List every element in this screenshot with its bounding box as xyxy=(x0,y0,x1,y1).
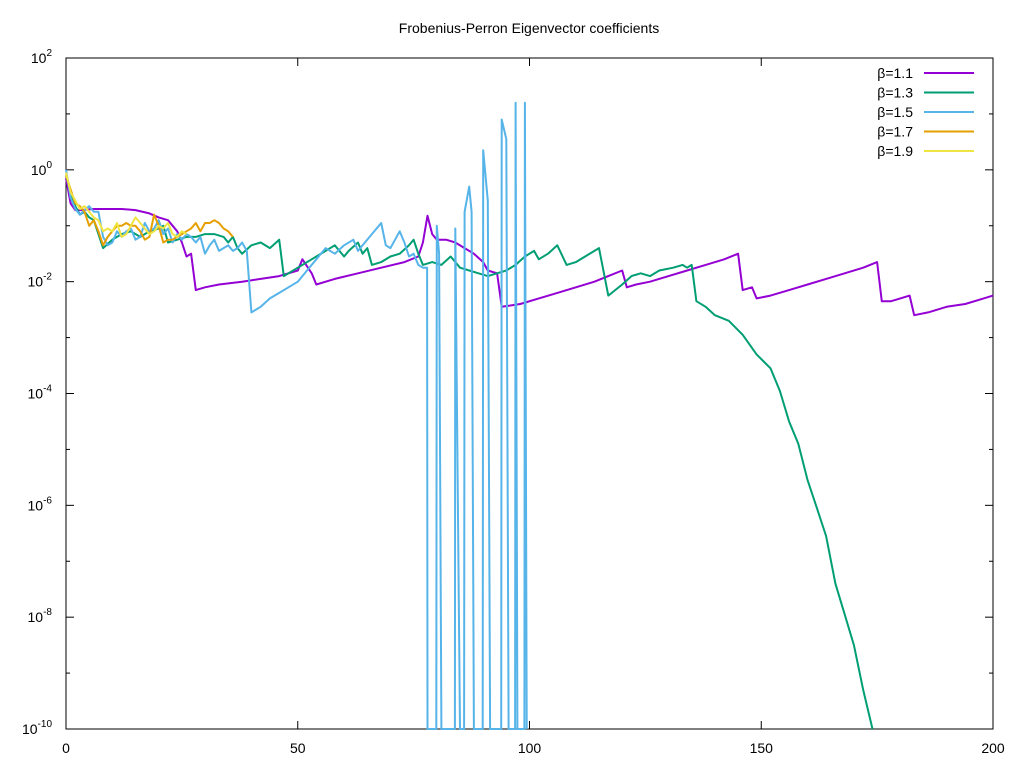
y-axis: 102 100 10-2 10-4 10-6 10-8 10-10 xyxy=(22,48,993,737)
y-tick-label: 102 xyxy=(31,48,53,66)
series-line-2 xyxy=(65,175,874,730)
y-tick-label: 10-4 xyxy=(28,384,53,402)
chart-title: Frobenius-Perron Eigenvector coefficient… xyxy=(399,20,659,36)
x-axis: 0 50 100 150 200 xyxy=(62,58,1005,756)
y-tick-label: 10-6 xyxy=(28,495,53,513)
y-tick-label: 100 xyxy=(31,160,53,178)
legend: β=1.1 β=1.3 β=1.5 β=1.7 β=1.9 xyxy=(877,65,974,159)
x-tick-label: 50 xyxy=(290,740,306,756)
y-tick-label: 10-8 xyxy=(28,607,53,625)
x-tick-label: 150 xyxy=(750,740,774,756)
series-line-5 xyxy=(65,172,188,238)
x-tick-label: 100 xyxy=(518,740,542,756)
y-tick-label: 10-10 xyxy=(22,719,52,737)
series-line-3 xyxy=(65,101,528,730)
plot-border xyxy=(65,57,994,730)
legend-label: β=1.9 xyxy=(877,143,913,159)
legend-label: β=1.1 xyxy=(877,65,913,81)
x-tick-label: 0 xyxy=(62,740,70,756)
legend-label: β=1.3 xyxy=(877,85,913,101)
series-line-1 xyxy=(65,178,994,317)
series-line-4 xyxy=(65,175,234,247)
legend-label: β=1.7 xyxy=(877,124,913,140)
series-group xyxy=(65,101,994,730)
x-tick-label: 200 xyxy=(981,740,1005,756)
legend-label: β=1.5 xyxy=(877,104,913,120)
y-tick-label: 10-2 xyxy=(28,272,53,290)
